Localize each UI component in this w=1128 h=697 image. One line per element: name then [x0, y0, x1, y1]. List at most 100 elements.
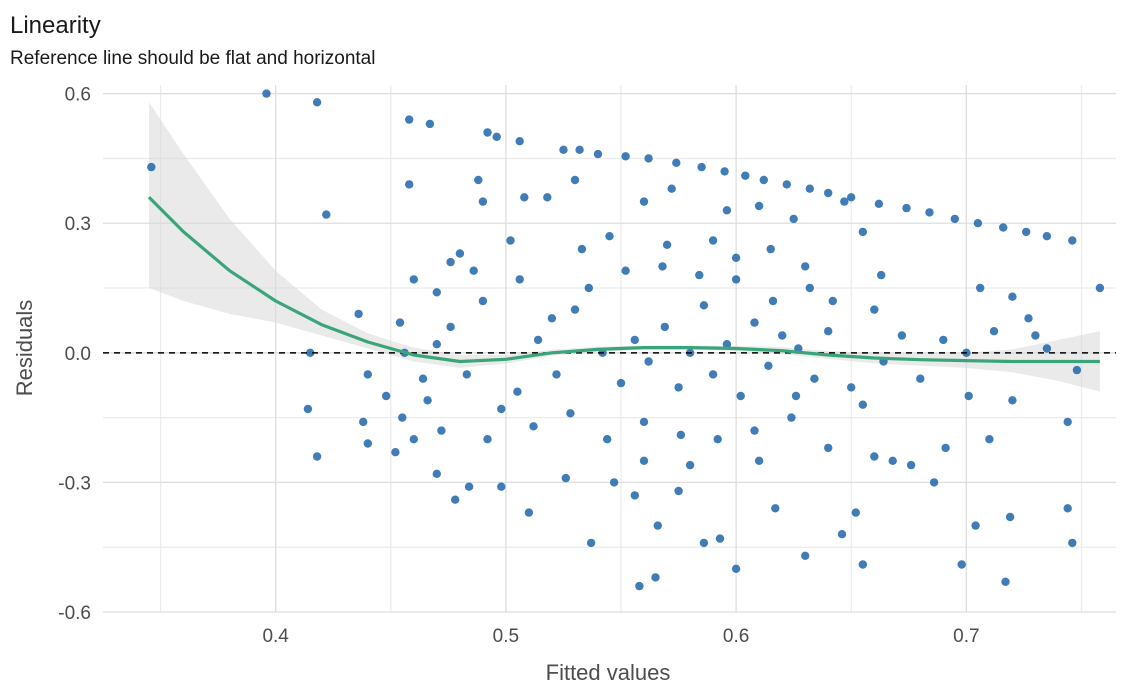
- data-point: [971, 521, 980, 530]
- data-point: [1063, 417, 1072, 427]
- grid-lines: [103, 85, 1116, 613]
- data-point: [425, 119, 435, 129]
- data-point: [754, 456, 764, 465]
- data-point: [676, 430, 686, 440]
- data-point: [870, 305, 879, 314]
- data-point: [877, 270, 886, 280]
- data-point: [720, 167, 729, 176]
- data-point: [768, 296, 778, 306]
- x-tick-label: 0.4: [262, 626, 289, 647]
- data-point: [1001, 577, 1010, 586]
- data-point: [616, 378, 626, 388]
- data-point: [754, 201, 764, 211]
- data-point: [621, 152, 630, 161]
- data-point: [529, 422, 538, 431]
- data-point: [303, 404, 313, 414]
- data-point: [605, 232, 614, 241]
- data-point: [363, 370, 372, 379]
- data-point: [474, 175, 483, 185]
- data-point: [354, 309, 363, 319]
- data-point: [929, 478, 939, 487]
- chart-title: Linearity: [10, 12, 101, 39]
- data-point: [837, 530, 847, 539]
- data-point: [570, 175, 580, 185]
- data-point: [497, 482, 506, 491]
- data-point: [674, 486, 683, 496]
- data-point: [731, 564, 741, 573]
- data-point: [824, 188, 833, 198]
- data-point: [446, 257, 455, 267]
- data-point: [1072, 365, 1082, 375]
- data-point: [828, 296, 837, 306]
- data-point: [437, 426, 446, 435]
- data-point: [999, 223, 1008, 232]
- data-point: [787, 413, 796, 422]
- data-point: [644, 357, 653, 366]
- data-point: [644, 154, 653, 163]
- y-tick-label: 0.3: [65, 214, 91, 235]
- data-point: [584, 283, 593, 293]
- x-tick-label: 0.6: [723, 626, 749, 647]
- y-tick-label: -0.6: [58, 603, 91, 624]
- data-point: [715, 534, 725, 543]
- data-point: [897, 331, 907, 340]
- data-point: [405, 180, 414, 189]
- data-point: [847, 193, 856, 202]
- data-point: [925, 208, 934, 217]
- data-point: [778, 331, 787, 340]
- data-point: [451, 495, 460, 504]
- data-point: [635, 581, 644, 591]
- data-point: [469, 266, 478, 275]
- data-point: [382, 391, 391, 401]
- data-point: [662, 240, 672, 249]
- data-point: [506, 236, 515, 245]
- data-point: [513, 387, 522, 396]
- data-point: [939, 335, 948, 345]
- data-point: [847, 383, 856, 392]
- data-point: [147, 162, 156, 172]
- data-point: [262, 89, 271, 98]
- data-point: [685, 460, 695, 470]
- data-point: [630, 491, 639, 500]
- data-point: [660, 322, 669, 332]
- data-point: [515, 137, 524, 146]
- data-point: [432, 340, 441, 349]
- data-point: [312, 452, 322, 461]
- data-point: [1068, 236, 1077, 245]
- data-point: [851, 508, 860, 517]
- data-point: [708, 370, 718, 379]
- data-point: [1042, 232, 1052, 241]
- data-point: [520, 193, 529, 202]
- data-point: [805, 184, 814, 193]
- data-point: [609, 478, 619, 487]
- y-axis-ticks: -0.6 -0.3 0.0 0.3 0.6: [58, 85, 91, 624]
- data-point: [547, 314, 557, 323]
- data-point: [478, 197, 488, 206]
- data-point: [359, 417, 368, 427]
- data-point: [418, 374, 428, 383]
- data-point: [446, 322, 455, 332]
- data-point: [524, 508, 534, 517]
- data-point: [306, 348, 315, 357]
- data-point: [771, 504, 780, 513]
- data-point: [1063, 504, 1072, 513]
- chart-subtitle: Reference line should be flat and horizo…: [10, 48, 375, 69]
- data-point: [405, 115, 414, 124]
- data-point: [363, 439, 372, 448]
- data-point: [559, 145, 568, 154]
- data-point: [603, 435, 612, 444]
- data-point: [782, 180, 791, 189]
- data-point: [1031, 331, 1040, 340]
- data-point: [1024, 314, 1033, 323]
- data-point: [483, 128, 492, 137]
- data-point: [651, 573, 660, 582]
- data-point: [764, 361, 773, 370]
- x-tick-label: 0.5: [493, 626, 519, 647]
- data-point: [586, 538, 596, 548]
- data-point: [423, 396, 432, 405]
- data-point: [973, 219, 983, 228]
- data-point: [957, 560, 966, 569]
- data-point: [658, 262, 667, 271]
- data-point: [639, 417, 649, 427]
- data-point: [906, 460, 916, 470]
